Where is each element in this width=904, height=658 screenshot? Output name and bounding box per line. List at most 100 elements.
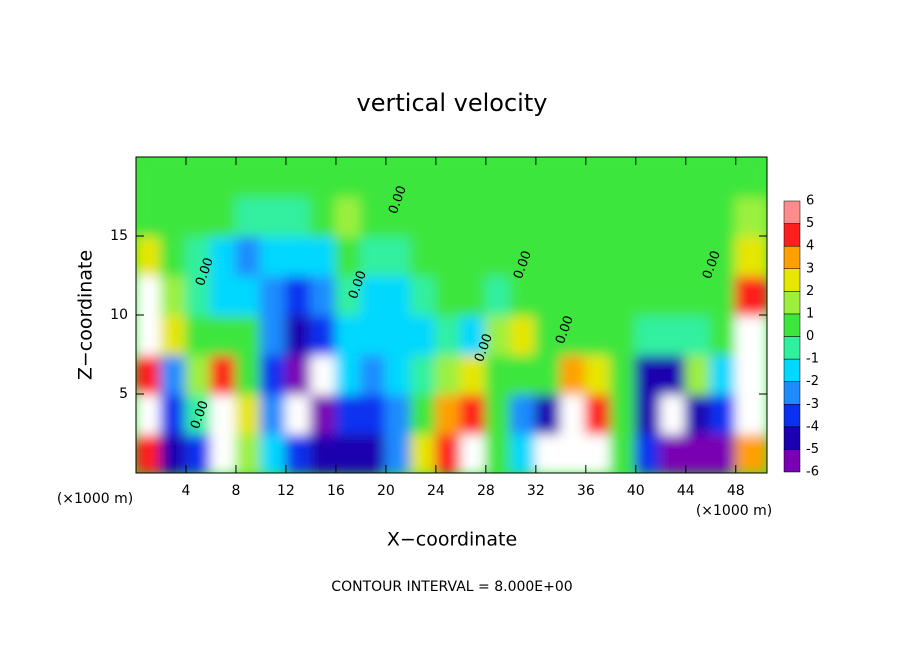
x-tick-label: 28 (477, 483, 495, 499)
field-cell (434, 235, 462, 277)
field-cell (734, 314, 767, 356)
field-cell (284, 235, 312, 277)
field-cell (709, 274, 737, 316)
x-tick-label: 36 (577, 483, 595, 499)
field-cell (584, 432, 612, 473)
field-cell (459, 432, 487, 473)
field-cell (234, 432, 262, 473)
field-cell (509, 314, 537, 356)
field-cell (609, 274, 637, 316)
field-cell (534, 235, 562, 277)
colorbar-label: 2 (806, 284, 814, 299)
field-cell (409, 274, 437, 316)
field-cell (484, 314, 512, 356)
colorbar-swatch (783, 358, 801, 382)
field-cell (609, 235, 637, 277)
field-cell (684, 274, 712, 316)
field-cell (359, 157, 387, 198)
field-cell (159, 274, 187, 316)
field-cell (434, 195, 462, 237)
field-cell (136, 353, 162, 395)
field-cell (184, 157, 212, 198)
field-cell (709, 393, 737, 435)
field-cell (209, 314, 237, 356)
field-cell (136, 393, 162, 435)
field-cell (384, 157, 412, 198)
field-cell (209, 353, 237, 395)
field-cell (284, 157, 312, 198)
field-cell (309, 393, 337, 435)
field-cell (509, 235, 537, 277)
field-cell (734, 353, 767, 395)
field-cell (159, 393, 187, 435)
colorbar-swatch (783, 268, 801, 292)
field-cell (384, 274, 412, 316)
colorbar-swatch (783, 404, 801, 428)
field-cell (534, 314, 562, 356)
colorbar-swatch (783, 313, 801, 337)
colorbar-label: 3 (806, 261, 814, 276)
field-cell (584, 274, 612, 316)
colorbar-swatch (783, 449, 801, 473)
field-cell (184, 235, 212, 277)
field-cell (159, 235, 187, 277)
field-cell (409, 235, 437, 277)
field-cell (384, 195, 412, 237)
field-cell (709, 353, 737, 395)
field-cell (184, 195, 212, 237)
field-cell (659, 157, 687, 198)
y-tick-label: 15 (110, 228, 128, 244)
field-cell (384, 432, 412, 473)
field-cell (409, 314, 437, 356)
field-cell (309, 314, 337, 356)
field-cell (684, 195, 712, 237)
field-cell (259, 235, 287, 277)
field-cell (659, 353, 687, 395)
field-cell (409, 353, 437, 395)
field-cell (284, 274, 312, 316)
field-cell (159, 432, 187, 473)
field-cell (136, 157, 162, 198)
field-cell (184, 314, 212, 356)
colorbar-label: -3 (806, 397, 819, 412)
field-cell (136, 195, 162, 237)
field-cell (384, 235, 412, 277)
colorbar-swatch (783, 336, 801, 360)
field-cell (634, 393, 662, 435)
field-cell (709, 157, 737, 198)
field-cell (534, 432, 562, 473)
field-cell (659, 235, 687, 277)
field-cell (734, 393, 767, 435)
field-cell (309, 195, 337, 237)
field-cell (209, 157, 237, 198)
x-tick-label: 20 (377, 483, 395, 499)
field-cell (709, 195, 737, 237)
field-cell (484, 195, 512, 237)
field-cell (534, 195, 562, 237)
field-cell (384, 393, 412, 435)
field-cell (634, 314, 662, 356)
field-cell (634, 274, 662, 316)
field-cell (659, 195, 687, 237)
field-cell (234, 393, 262, 435)
field-cell (734, 235, 767, 277)
field-cell (234, 235, 262, 277)
field-cell (634, 432, 662, 473)
field-cell (459, 274, 487, 316)
x-tick-label: 24 (427, 483, 445, 499)
field-cell (334, 353, 362, 395)
colorbar-swatch (783, 291, 801, 315)
chart-title: vertical velocity (357, 89, 548, 117)
field-cell (559, 314, 587, 356)
field-cell (234, 353, 262, 395)
field-cell (459, 235, 487, 277)
field-cell (584, 393, 612, 435)
field-cell (159, 157, 187, 198)
field-cell (159, 195, 187, 237)
field-cell (309, 353, 337, 395)
field-cell (209, 432, 237, 473)
field-cell (484, 393, 512, 435)
field-cell (159, 314, 187, 356)
field-cell (484, 235, 512, 277)
field-cell (334, 195, 362, 237)
